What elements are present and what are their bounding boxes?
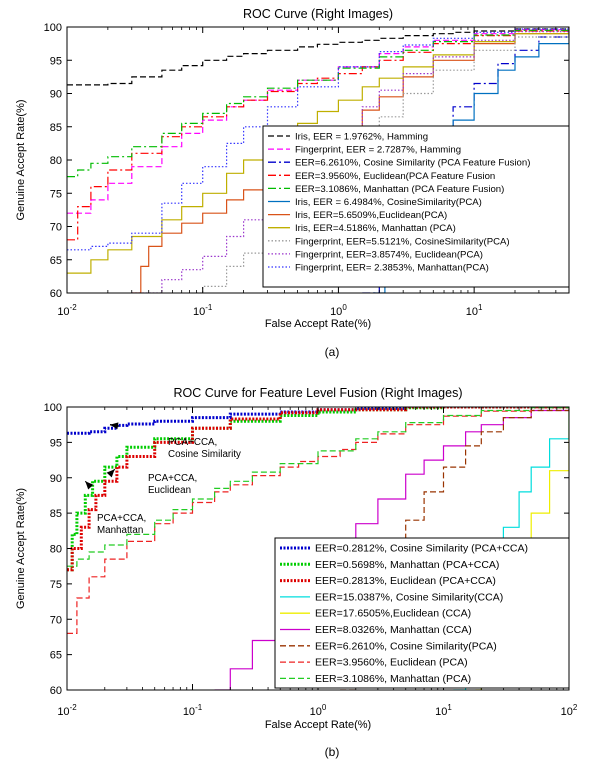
y-tick-label: 60 [50,685,62,697]
x-tick-label: 10-2 [57,303,77,318]
x-tick-exponent: 2 [573,703,578,712]
y-tick-label: 95 [50,437,62,449]
panel-label: (b) [325,745,340,759]
x-tick-label: 10-2 [57,703,77,718]
y-axis-label: Genuine Accept Rate(%) [15,99,27,220]
annotation-arrowhead [85,481,94,490]
legend-label-4: EER=17.6505%,Euclidean (CCA) [315,608,471,620]
legend-label-1: Fingerprint, EER = 2.7287%, Hamming [295,145,461,156]
x-tick-base: 10 [561,706,573,718]
legend-label-5: EER=8.0326%, Manhattan (CCA) [315,624,472,636]
legend: Iris, EER = 1.9762%, Hamming Fingerprint,… [262,125,570,288]
x-tick-exponent: 1 [478,303,483,312]
series-line-1 [67,27,569,214]
legend-label-0: EER=0.2812%, Cosine Similarity (PCA+CCA) [315,543,528,555]
x-tick-label: 10-1 [183,703,203,718]
legend-label-6: Iris, EER=5.6509%,Euclidean(PCA) [295,210,447,221]
y-tick-label: 90 [50,89,62,101]
x-tick-base: 10 [330,306,342,318]
x-tick-exponent: -1 [205,303,213,312]
legend-box [274,537,570,689]
legend-label-5: Iris, EER = 6.4984%, CosineSimilarity(PC… [295,197,482,208]
x-axis-label: False Accept Rate(%) [265,719,371,731]
y-tick-label: 75 [50,579,62,591]
x-tick-base: 10 [193,306,205,318]
y-tick-label: 95 [50,55,62,67]
legend-box [262,125,570,288]
legend-label-4: EER=3.1086%, Manhattan (PCA Feature Fusi… [295,184,504,195]
y-tick-label: 100 [44,22,62,34]
legend-label-2: EER=0.2813%, Euclidean (PCA+CCA) [315,575,496,587]
legend-label-3: EER=15.0387%, Cosine Similarity(CCA) [315,591,503,603]
x-tick-label: 101 [435,703,452,718]
x-tick-exponent: -1 [195,703,203,712]
series-line-0 [67,27,569,86]
legend-label-10: Fingerprint, EER= 2.3853%, Manhattan(PCA… [295,263,489,274]
series-line-6 [340,407,569,690]
x-axis-label: False Accept Rate(%) [265,318,371,330]
series-line-3 [67,27,569,241]
y-tick-label: 75 [50,188,62,200]
legend-label-7: EER=3.9560%, Euclidean (PCA) [315,657,468,669]
annotation-label: PCA+CCA, [148,473,197,484]
x-tick-base: 10 [310,706,322,718]
chart-title: ROC Curve (Right Images) [243,7,393,21]
annotation-arrowhead [110,422,119,430]
series-line-2 [67,407,569,572]
chart-title: ROC Curve for Feature Level Fusion (Righ… [174,386,463,400]
annotation-arrowhead [106,469,115,478]
x-tick-label: 101 [466,303,483,318]
series-line-8 [67,407,569,567]
annotation-label: Manhattan [97,525,143,536]
annotation-label: Euclidean [148,485,191,496]
legend-label-8: EER=3.1086%, Manhattan (PCA) [315,673,471,685]
legend-label-6: EER=6.2610%, Cosine Similarity(PCA) [315,640,497,652]
x-tick-exponent: -2 [70,303,78,312]
x-tick-base: 10 [57,306,69,318]
x-tick-exponent: 0 [342,303,347,312]
x-tick-label: 102 [561,703,578,718]
x-tick-exponent: 1 [447,703,452,712]
legend-label-9: Fingerprint, EER=3.8574%, Euclidean(PCA) [295,249,483,260]
legend-label-8: Fingerprint, EER=5.5121%, CosineSimilari… [295,236,510,247]
annotation-label: PCA+CCA, [97,513,146,524]
y-tick-label: 85 [50,508,62,520]
roc-chart-panel-b: 10-2 10-1 100 101 1026065707580859095100ROC … [15,386,578,759]
x-tick-base: 10 [57,706,69,718]
y-tick-label: 60 [50,288,62,300]
annotation-label: PCA+CCA, [168,437,217,448]
y-tick-label: 70 [50,614,62,626]
y-tick-label: 70 [50,222,62,234]
series-line-9 [131,27,569,293]
x-tick-exponent: -2 [70,703,78,712]
legend: EER=0.2812%, Cosine Similarity (PCA+CCA)… [274,537,570,689]
y-axis-label: Genuine Accept Rate(%) [15,488,27,609]
series-line-7 [67,407,569,634]
y-tick-label: 80 [50,544,62,556]
x-tick-label: 100 [330,303,347,318]
x-tick-base: 10 [435,706,447,718]
legend-label-2: EER=6.2610%, Cosine Similarity (PCA Feat… [295,158,530,169]
legend-label-3: EER=3.9560%, Euclidean(PCA Feature Fusio… [295,171,495,182]
y-tick-label: 90 [50,473,62,485]
legend-label-1: EER=0.5698%, Manhattan (PCA+CCA) [315,559,499,571]
y-tick-label: 80 [50,155,62,167]
y-tick-label: 85 [50,122,62,134]
x-tick-base: 10 [183,706,195,718]
x-tick-label: 10-1 [193,303,213,318]
x-tick-exponent: 0 [322,703,327,712]
legend-label-7: Iris, EER=4.5186%, Manhattan (PCA) [295,223,456,234]
annotation-label: Cosine Similarity [168,449,241,460]
y-tick-label: 65 [50,650,62,662]
y-tick-label: 100 [44,402,62,414]
y-tick-label: 65 [50,255,62,267]
legend-label-0: Iris, EER = 1.9762%, Hamming [295,132,428,143]
panel-label: (a) [325,345,340,359]
x-tick-base: 10 [466,306,478,318]
x-tick-label: 100 [310,703,327,718]
